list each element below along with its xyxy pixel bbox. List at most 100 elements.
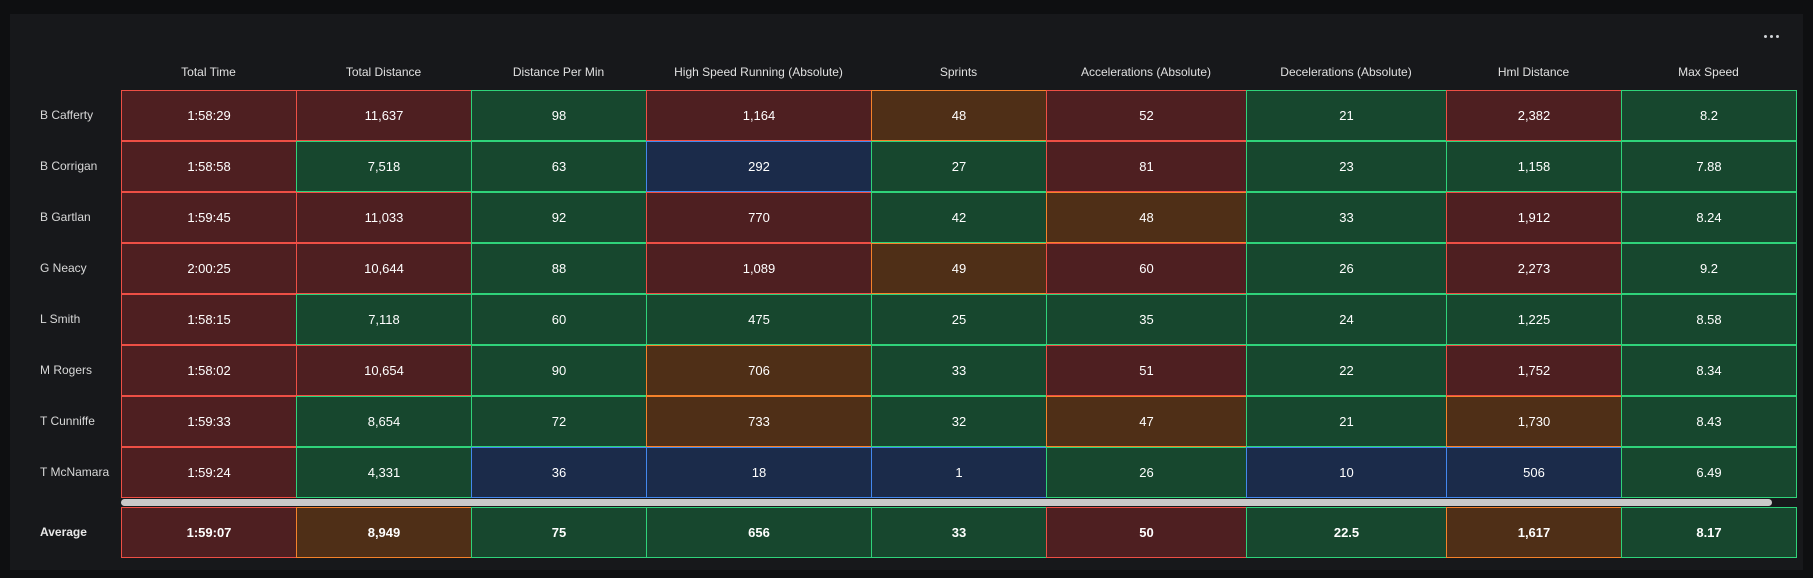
table-cell: 18 bbox=[646, 447, 872, 498]
average-cell: 656 bbox=[646, 507, 872, 558]
average-label: Average bbox=[40, 525, 87, 539]
column-header[interactable]: Decelerations (Absolute) bbox=[1280, 65, 1412, 79]
table-cell: 8.24 bbox=[1621, 192, 1797, 243]
table-cell: 35 bbox=[1046, 294, 1247, 345]
table-cell: 52 bbox=[1046, 90, 1247, 141]
table-cell: 60 bbox=[1046, 243, 1247, 294]
table-cell: 51 bbox=[1046, 345, 1247, 396]
average-cell: 8,949 bbox=[296, 507, 472, 558]
table-cell: 36 bbox=[471, 447, 647, 498]
table-cell: 21 bbox=[1246, 396, 1447, 447]
table-cell: 1,730 bbox=[1446, 396, 1622, 447]
table-cell: 706 bbox=[646, 345, 872, 396]
table-cell: 10,644 bbox=[296, 243, 472, 294]
table-cell: 1,225 bbox=[1446, 294, 1622, 345]
panel-menu-button[interactable] bbox=[1759, 26, 1783, 46]
table-cell: 33 bbox=[871, 345, 1047, 396]
table-cell: 1:59:33 bbox=[121, 396, 297, 447]
table-cell: 24 bbox=[1246, 294, 1447, 345]
average-cell: 1:59:07 bbox=[121, 507, 297, 558]
table-cell: 72 bbox=[471, 396, 647, 447]
table-cell: 11,033 bbox=[296, 192, 472, 243]
table-cell: 10,654 bbox=[296, 345, 472, 396]
average-cell: 1,617 bbox=[1446, 507, 1622, 558]
table-cell: 8.43 bbox=[1621, 396, 1797, 447]
table-cell: 1:59:24 bbox=[121, 447, 297, 498]
table-cell: 88 bbox=[471, 243, 647, 294]
table-cell: 1 bbox=[871, 447, 1047, 498]
column-header[interactable]: Total Time bbox=[181, 65, 236, 79]
table-cell: 32 bbox=[871, 396, 1047, 447]
row-player-name: B Corrigan bbox=[40, 159, 98, 173]
average-cell: 75 bbox=[471, 507, 647, 558]
table-cell: 90 bbox=[471, 345, 647, 396]
table-cell: 7,118 bbox=[296, 294, 472, 345]
table-cell: 60 bbox=[471, 294, 647, 345]
table-cell: 1,912 bbox=[1446, 192, 1622, 243]
table-cell: 2,273 bbox=[1446, 243, 1622, 294]
table-cell: 1:58:02 bbox=[121, 345, 297, 396]
table-cell: 733 bbox=[646, 396, 872, 447]
column-header[interactable]: Total Distance bbox=[345, 65, 422, 79]
table-cell: 10 bbox=[1246, 447, 1447, 498]
table-cell: 506 bbox=[1446, 447, 1622, 498]
table-cell: 27 bbox=[871, 141, 1047, 192]
table-cell: 4,331 bbox=[296, 447, 472, 498]
table-cell: 49 bbox=[871, 243, 1047, 294]
table-cell: 63 bbox=[471, 141, 647, 192]
scrollbar-thumb[interactable] bbox=[121, 499, 1772, 506]
table-cell: 23 bbox=[1246, 141, 1447, 192]
table-cell: 770 bbox=[646, 192, 872, 243]
table-cell: 8,654 bbox=[296, 396, 472, 447]
table-cell: 1,158 bbox=[1446, 141, 1622, 192]
table-cell: 26 bbox=[1246, 243, 1447, 294]
row-player-name: M Rogers bbox=[40, 363, 93, 377]
row-player-name: T McNamara bbox=[40, 465, 110, 479]
table-cell: 6.49 bbox=[1621, 447, 1797, 498]
average-cell: 8.17 bbox=[1621, 507, 1797, 558]
average-cell: 22.5 bbox=[1246, 507, 1447, 558]
table-cell: 98 bbox=[471, 90, 647, 141]
table-cell: 47 bbox=[1046, 396, 1247, 447]
table-cell: 21 bbox=[1246, 90, 1447, 141]
row-player-name: T Cunniffe bbox=[40, 414, 95, 428]
table-cell: 1:58:29 bbox=[121, 90, 297, 141]
row-player-name: B Gartlan bbox=[40, 210, 91, 224]
table-cell: 7.88 bbox=[1621, 141, 1797, 192]
column-header[interactable]: High Speed Running (Absolute) bbox=[674, 65, 843, 79]
table-cell: 2:00:25 bbox=[121, 243, 297, 294]
table-cell: 1,752 bbox=[1446, 345, 1622, 396]
average-cell: 33 bbox=[871, 507, 1047, 558]
table-cell: 8.58 bbox=[1621, 294, 1797, 345]
table-cell: 1:58:15 bbox=[121, 294, 297, 345]
more-horizontal-icon bbox=[1762, 34, 1780, 38]
column-header[interactable]: Max Speed bbox=[1678, 65, 1739, 79]
table-cell: 81 bbox=[1046, 141, 1247, 192]
table-cell: 1,164 bbox=[646, 90, 872, 141]
table-cell: 1,089 bbox=[646, 243, 872, 294]
table-panel: Total Time Total Distance Distance Per Min… bbox=[10, 14, 1803, 570]
column-header[interactable]: Sprints bbox=[939, 65, 978, 79]
table-cell: 48 bbox=[1046, 192, 1247, 243]
column-header[interactable]: Hml Distance bbox=[1497, 65, 1570, 79]
table-cell: 8.2 bbox=[1621, 90, 1797, 141]
table-cell: 33 bbox=[1246, 192, 1447, 243]
table-cell: 48 bbox=[871, 90, 1047, 141]
table-cell: 292 bbox=[646, 141, 872, 192]
table-cell: 475 bbox=[646, 294, 872, 345]
table-cell: 22 bbox=[1246, 345, 1447, 396]
column-header[interactable]: Distance Per Min bbox=[512, 65, 605, 79]
horizontal-scrollbar[interactable] bbox=[121, 499, 1772, 506]
row-player-name: B Cafferty bbox=[40, 108, 94, 122]
table-cell: 25 bbox=[871, 294, 1047, 345]
table-cell: 2,382 bbox=[1446, 90, 1622, 141]
table-cell: 9.2 bbox=[1621, 243, 1797, 294]
table-cell: 7,518 bbox=[296, 141, 472, 192]
table-cell: 1:58:58 bbox=[121, 141, 297, 192]
column-header[interactable]: Accelerations (Absolute) bbox=[1080, 65, 1212, 79]
table-cell: 26 bbox=[1046, 447, 1247, 498]
table-cell: 11,637 bbox=[296, 90, 472, 141]
table-cell: 42 bbox=[871, 192, 1047, 243]
table-cell: 92 bbox=[471, 192, 647, 243]
row-player-name: L Smith bbox=[40, 312, 81, 326]
